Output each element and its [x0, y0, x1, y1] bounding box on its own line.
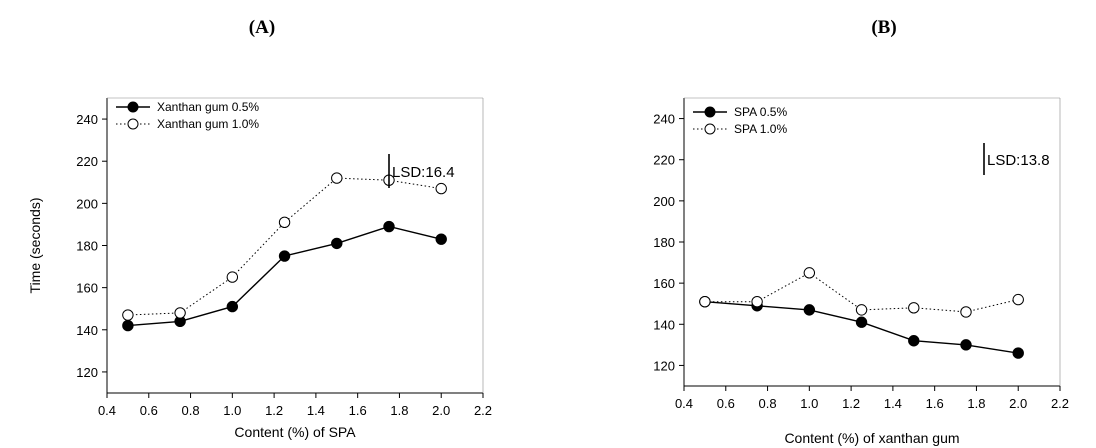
data-point-series-2 — [699, 295, 711, 308]
data-point-series-2 — [803, 267, 816, 279]
y-tick-label: 160 — [653, 276, 675, 291]
x-tick-label: 1.0 — [223, 403, 241, 418]
panel-label: (B) — [871, 17, 896, 38]
chart-panel-b: (B) 0.4 0.6 0.8 1.0 1.2 1.4 1.6 1.8 2.0 2.2 120 140 1… — [653, 17, 1069, 446]
x-tick-label: 2.2 — [474, 403, 492, 418]
y-tick-label: 180 — [76, 239, 98, 254]
y-tick-label: 220 — [76, 154, 98, 169]
x-tick-label: 1.4 — [307, 403, 325, 418]
y-tick-label: 180 — [653, 235, 675, 250]
y-tick-label: 200 — [76, 196, 98, 211]
data-point-series-1 — [960, 339, 972, 351]
x-tick-label: 0.8 — [759, 396, 777, 411]
y-tick-label: 200 — [653, 194, 675, 209]
y-tick-label: 120 — [76, 365, 98, 380]
data-point-series-2 — [278, 216, 291, 229]
x-axis-title: Content (%) of SPA — [234, 424, 356, 440]
x-tick-label: 1.0 — [800, 396, 818, 411]
data-point-series-1 — [908, 335, 920, 347]
x-tick-label: 0.6 — [140, 403, 158, 418]
x-tick-label: 2.2 — [1051, 396, 1069, 411]
y-tick-label: 220 — [653, 153, 675, 168]
x-tick-label: 1.4 — [884, 396, 902, 411]
data-point-series-2 — [1012, 293, 1024, 306]
lsd-label: LSD:16.4 — [392, 164, 455, 181]
data-point-series-1 — [855, 316, 868, 328]
data-point-series-1 — [1012, 347, 1024, 359]
data-point-series-1 — [331, 237, 343, 250]
y-tick-label: 160 — [76, 281, 98, 296]
panel-label: (A) — [249, 17, 275, 38]
series-line-2 — [127, 177, 442, 316]
data-point-series-1 — [383, 220, 395, 233]
data-point-series-1 — [803, 304, 816, 316]
legend-marker-1 — [127, 101, 139, 113]
x-tick-label: 1.6 — [926, 396, 944, 411]
y-tick-label: 240 — [76, 112, 98, 127]
x-tick-label: 2.0 — [1009, 396, 1027, 411]
data-point-series-2 — [435, 182, 447, 195]
x-tick-label: 0.6 — [717, 396, 735, 411]
y-tick-label: 140 — [653, 317, 675, 332]
data-point-series-2 — [122, 309, 134, 321]
x-tick-label: 2.0 — [432, 403, 450, 418]
legend-marker-2 — [704, 123, 716, 135]
x-tick-label: 1.6 — [349, 403, 367, 418]
data-point-series-2 — [331, 172, 343, 184]
x-tick-label: 1.8 — [967, 396, 985, 411]
y-tick-label: 120 — [653, 358, 675, 373]
legend-entry-1: SPA 0.5% — [734, 105, 787, 119]
x-axis-title: Content (%) of xanthan gum — [784, 430, 959, 446]
y-tick-label: 140 — [76, 323, 98, 338]
x-tick-label: 0.4 — [98, 403, 116, 418]
data-point-series-2 — [908, 302, 920, 314]
y-tick-label: 240 — [653, 112, 675, 127]
y-axis-title: Time (seconds) — [27, 198, 43, 294]
x-tick-label: 1.2 — [842, 396, 860, 411]
legend-entry-2: SPA 1.0% — [734, 122, 787, 136]
chart-panel-a: (A) 0.4 0.6 0.8 1.0 1.2 1.4 1.6 1.8 2.0 2.2 120 140 1… — [27, 17, 492, 440]
legend-marker-1 — [704, 106, 716, 118]
x-tick-label: 1.2 — [265, 403, 283, 418]
x-tick-label: 1.8 — [390, 403, 408, 418]
data-point-series-1 — [278, 250, 291, 262]
data-point-series-1 — [226, 300, 239, 313]
data-point-series-1 — [122, 319, 134, 332]
x-tick-label: 0.8 — [182, 403, 200, 418]
legend-marker-2 — [127, 118, 139, 130]
lsd-label: LSD:13.8 — [987, 152, 1050, 169]
data-point-series-1 — [435, 233, 447, 245]
legend-entry-2: Xanthan gum 1.0% — [157, 117, 259, 131]
data-point-series-2 — [855, 304, 868, 316]
data-point-series-2 — [226, 271, 239, 283]
x-tick-label: 0.4 — [675, 396, 693, 411]
data-point-series-2 — [174, 307, 186, 319]
data-point-series-2 — [960, 306, 972, 318]
legend-entry-1: Xanthan gum 0.5% — [157, 100, 259, 114]
data-point-series-2 — [751, 295, 763, 308]
